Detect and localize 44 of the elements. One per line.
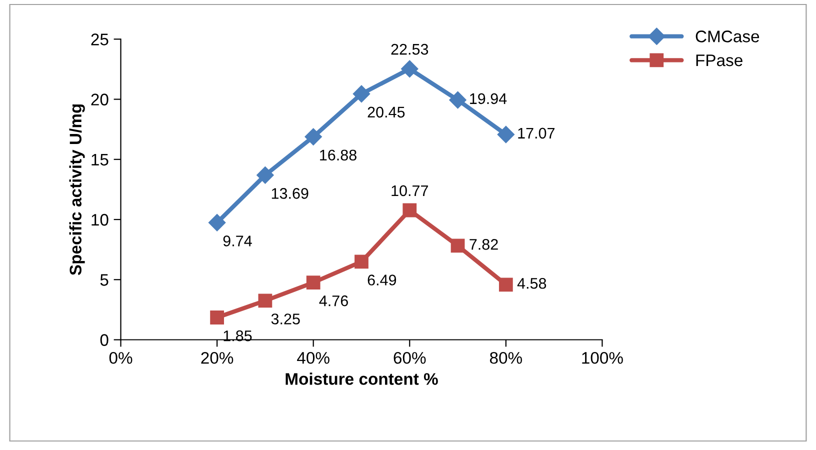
y-tick-label: 20: [91, 94, 108, 106]
x-tick-label: 40%: [297, 352, 330, 364]
legend-label: CMCase: [696, 30, 760, 42]
data-label: 3.25: [271, 314, 300, 324]
x-tick-label: 100%: [582, 352, 623, 364]
point: [208, 214, 226, 232]
point: [304, 128, 322, 146]
x-tick-label: 60%: [394, 352, 426, 364]
point: [402, 203, 417, 218]
data-label: 4.58: [517, 278, 546, 289]
data-label: 20.45: [368, 106, 405, 118]
point: [306, 276, 320, 290]
point: [450, 238, 465, 253]
point: [498, 278, 513, 292]
point: [401, 60, 418, 78]
data-label: 1.85: [224, 330, 252, 342]
y-axis-title: Specific activity U/mg: [69, 104, 85, 276]
point: [497, 126, 514, 144]
y-tick-label: 25: [91, 34, 108, 46]
data-label: 4.76: [319, 295, 348, 306]
data-label: 17.07: [518, 128, 554, 139]
point: [449, 91, 466, 109]
data-label: 16.88: [320, 150, 356, 161]
data-label: 10.77: [392, 185, 428, 196]
x-tick-label: 0%: [109, 352, 132, 364]
point: [354, 254, 368, 269]
legend-label: FPase: [696, 54, 742, 66]
y-tick-label: 15: [92, 154, 108, 166]
data-label: 6.49: [368, 274, 396, 286]
point: [258, 294, 272, 308]
data-label: 7.82: [470, 239, 498, 250]
y-tick-label: 0: [100, 334, 108, 346]
point: [256, 166, 274, 184]
y-tick-label: 10: [92, 214, 108, 226]
point: [210, 310, 224, 324]
x-tick-label: 80%: [490, 352, 522, 364]
data-label: 13.69: [272, 188, 308, 199]
data-label: 9.74: [223, 236, 252, 246]
data-label: 22.53: [391, 44, 428, 55]
point: [352, 85, 370, 102]
data-label: 19.94: [470, 93, 507, 104]
x-axis-title: Moisture content %: [286, 372, 438, 385]
x-tick-label: 20%: [201, 352, 234, 364]
y-tick-label: 5: [100, 274, 108, 286]
